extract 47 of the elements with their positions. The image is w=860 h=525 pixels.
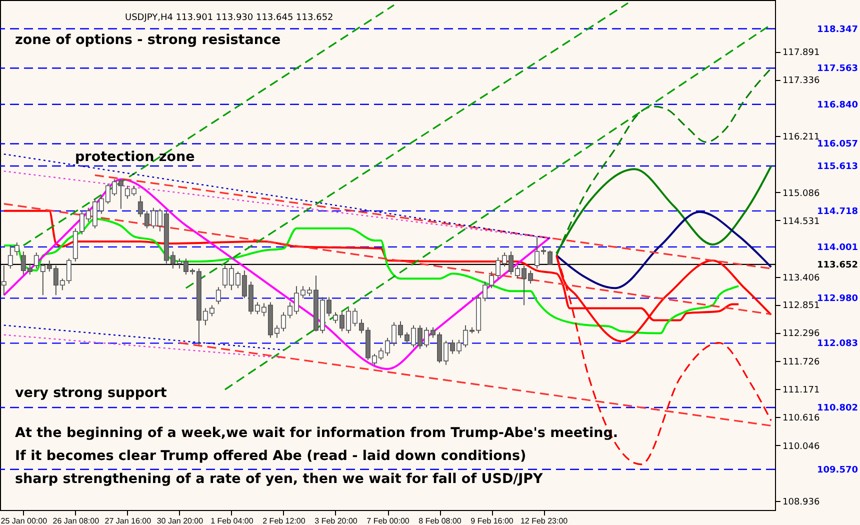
y-tick-label: 115.086 — [782, 188, 820, 199]
ref-line-label: 116.840 — [817, 100, 858, 110]
ref-line-label: 114.001 — [817, 242, 858, 253]
y-tick-label: 113.406 — [782, 273, 820, 284]
y-tick-label: 117.891 — [782, 48, 820, 58]
candlestick — [216, 286, 221, 305]
y-tick-label: 117.336 — [782, 76, 820, 86]
x-tick-label: 12 Feb 23:00 — [520, 516, 568, 525]
candlestick — [8, 244, 13, 270]
line-series — [556, 210, 772, 290]
x-tick-label: 7 Feb 00:00 — [366, 516, 410, 525]
x-tick-label: 2 Feb 12:00 — [262, 516, 306, 525]
y-tick-label: 110.616 — [782, 413, 820, 424]
candlestick — [14, 242, 20, 256]
ref-line-label: 112.083 — [817, 339, 858, 350]
ref-line-label: 117.563 — [817, 64, 858, 74]
y-tick-label: 111.726 — [782, 358, 820, 368]
ref-line-label: 115.613 — [817, 162, 858, 172]
x-tick-label: 8 Feb 08:00 — [418, 516, 462, 525]
line-series — [2, 178, 552, 370]
x-tick-label: 3 Feb 20:00 — [314, 516, 358, 525]
x-tick-label: 26 Jan 08:00 — [52, 516, 100, 525]
ref-line-label: 109.570 — [817, 465, 858, 476]
annotation: sharp strengthening of a rate of yen, then we wait for fall of USD/JPY — [15, 471, 544, 487]
x-tick-label: 25 Jan 00:00 — [0, 516, 48, 525]
y-tick-label: 114.531 — [782, 216, 820, 227]
x-tick-label: 1 Feb 04:00 — [210, 516, 254, 525]
candlestick — [1, 265, 6, 296]
text: USDJPY,H4 113.901 113.930 113.645 113.652 — [125, 13, 334, 23]
ref-line-label: 114.718 — [817, 206, 858, 217]
annotation: If it becomes clear Trump offered Abe (read - laid down conditions) — [15, 448, 526, 464]
x-tick-label: 9 Feb 16:00 — [470, 516, 514, 525]
x-tick-label: 27 Jan 16:00 — [104, 516, 152, 525]
annotation: very strong support — [15, 385, 168, 401]
ref-line-label: 110.802 — [817, 404, 858, 414]
y-tick-label: 112.851 — [782, 301, 820, 312]
ref-line-label: 116.057 — [817, 140, 858, 150]
annotation: zone of options - strong resistance — [15, 32, 281, 48]
y-tick-label: 108.936 — [782, 498, 820, 508]
y-tick-label: 112.296 — [782, 329, 820, 340]
y-tick-label: 110.046 — [782, 442, 820, 452]
y-tick-label: 111.171 — [782, 385, 820, 396]
annotation: protection zone — [75, 149, 195, 165]
x-tick-label: 30 Jan 20:00 — [156, 516, 204, 525]
ref-line-label: 113.652 — [817, 260, 858, 270]
ref-line-label: 112.980 — [817, 294, 858, 304]
ref-line-label: 118.347 — [817, 24, 858, 35]
